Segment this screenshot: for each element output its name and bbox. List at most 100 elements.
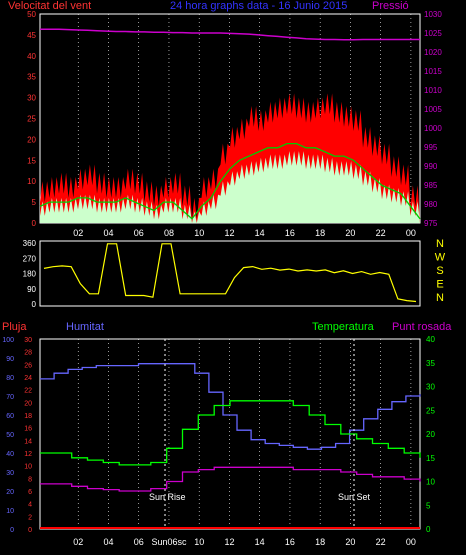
rain-tick-label: 24 xyxy=(24,375,32,382)
sunset-label: Sun Set xyxy=(338,492,371,502)
pressure-tick-label: 1010 xyxy=(424,86,442,95)
direction-series xyxy=(43,243,417,303)
rain-tick-label: 16 xyxy=(24,426,32,433)
rain-tick-label: 8 xyxy=(28,476,32,483)
sunrise-label: Sun Rise xyxy=(149,492,186,502)
rain-tick-label: 18 xyxy=(24,413,32,420)
wind-tick-label: 15 xyxy=(27,156,36,165)
direction-panel xyxy=(39,240,421,307)
temp-tick-label: 25 xyxy=(426,406,435,415)
time-tick-label: 10 xyxy=(194,228,204,238)
rain-tick-label: 0 xyxy=(28,527,32,534)
time-tick-label: 12 xyxy=(224,228,234,238)
wind-tick-label: 35 xyxy=(27,73,36,82)
time-tick-label: 04 xyxy=(103,228,113,238)
chart-title: 24 hora graphs data - 16 Junio 2015 xyxy=(170,0,347,12)
temp-tick-label: 0 xyxy=(426,525,431,534)
pressure-tick-label: 1020 xyxy=(424,48,442,57)
temp-tick-label: 5 xyxy=(426,501,431,510)
direction-tick-label: 180 xyxy=(23,270,37,279)
dewpoint-label: Punt rosada xyxy=(392,321,452,333)
compass-label: N xyxy=(436,238,444,250)
time-tick-label: 04 xyxy=(103,537,113,547)
humidity-tick-label: 60 xyxy=(6,413,14,420)
humidity-tick-label: 90 xyxy=(6,356,14,363)
temperature-label: Temperatura xyxy=(312,321,375,333)
wind-series xyxy=(39,28,421,224)
temperature-line xyxy=(40,400,421,466)
time-axis-bottom: 02 04 06 Sun06sc 10 12 14 16 18 20 22 00 xyxy=(73,537,416,547)
time-tick-label: 14 xyxy=(255,228,265,238)
temp-tick-label: 30 xyxy=(426,383,435,392)
wind-direction-line xyxy=(43,243,417,303)
time-tick-label: 12 xyxy=(224,537,234,547)
pressure-tick-label: 1015 xyxy=(424,67,442,76)
rain-tick-label: 22 xyxy=(24,388,32,395)
pressure-tick-label: 1000 xyxy=(424,124,442,133)
pressure-tick-label: 1005 xyxy=(424,105,442,114)
temp-tick-label: 35 xyxy=(426,359,435,368)
rain-tick-label: 20 xyxy=(24,400,32,407)
time-axis-top: 02 04 06 08 10 12 14 16 18 20 22 00 xyxy=(73,228,416,238)
humidity-tick-label: 80 xyxy=(6,375,14,382)
compass-label: S xyxy=(436,265,443,277)
wind-axis: 0 5 10 15 20 25 30 35 40 45 50 xyxy=(27,10,36,228)
pressure-tick-label: 1025 xyxy=(424,29,442,38)
time-tick-label: 20 xyxy=(345,228,355,238)
pressure-tick-label: 1030 xyxy=(424,10,442,19)
compass-label: N xyxy=(436,292,444,304)
direction-axis: 0 90 180 270 360 xyxy=(23,239,37,309)
pressure-tick-label: 980 xyxy=(424,200,438,209)
rain-tick-label: 10 xyxy=(24,464,32,471)
time-tick-label: 08 xyxy=(164,228,174,238)
wind-tick-label: 30 xyxy=(27,94,36,103)
direction-tick-label: 270 xyxy=(23,254,37,263)
wind-average-line xyxy=(39,142,421,220)
time-tick-label: 00 xyxy=(406,537,416,547)
dewpoint-line xyxy=(40,466,421,492)
time-tick-label: 16 xyxy=(285,228,295,238)
pressure-tick-label: 985 xyxy=(424,181,438,190)
wind-speed-area xyxy=(40,151,420,223)
direction-tick-label: 90 xyxy=(27,285,36,294)
rain-tick-label: 26 xyxy=(24,362,32,369)
time-tick-label: 18 xyxy=(315,228,325,238)
time-tick-label: 02 xyxy=(73,228,83,238)
humidity-tick-label: 70 xyxy=(6,394,14,401)
wind-tick-label: 40 xyxy=(27,52,36,61)
time-tick-label: 22 xyxy=(376,537,386,547)
humidity-tick-label: 40 xyxy=(6,451,14,458)
wind-tick-label: 20 xyxy=(27,135,36,144)
humidity-tick-label: 0 xyxy=(10,527,14,534)
wind-tick-label: 5 xyxy=(32,198,37,207)
rain-tick-label: 30 xyxy=(24,337,32,344)
wind-tick-label: 0 xyxy=(32,219,37,228)
wind-tick-label: 50 xyxy=(27,10,36,19)
pressure-tick-label: 975 xyxy=(424,219,438,228)
rain-tick-label: 6 xyxy=(28,489,32,496)
humidity-tick-label: 30 xyxy=(6,470,14,477)
pressure-axis: 975 980 985 990 995 1000 1005 1010 1015 1020 1025 1… xyxy=(424,10,442,228)
rain-tick-label: 12 xyxy=(24,451,32,458)
temp-axes: 0246810121416182022242628300102030405060… xyxy=(2,335,435,534)
compass-label: E xyxy=(436,279,443,291)
direction-tick-label: 360 xyxy=(23,239,37,248)
humidity-label: Humitat xyxy=(66,321,104,333)
time-tick-label: 16 xyxy=(285,537,295,547)
humidity-tick-label: 50 xyxy=(6,432,14,439)
time-tick-label: 02 xyxy=(73,537,83,547)
time-tick-label: Sun06sc xyxy=(151,537,187,547)
temp-tick-label: 20 xyxy=(426,430,435,439)
rain-tick-label: 14 xyxy=(24,438,32,445)
humidity-line xyxy=(40,363,421,450)
rain-label: Pluja xyxy=(2,321,27,333)
rain-tick-label: 2 xyxy=(28,514,32,521)
time-tick-label: 22 xyxy=(376,228,386,238)
humidity-tick-label: 100 xyxy=(2,337,14,344)
wind-tick-label: 45 xyxy=(27,31,36,40)
humidity-tick-label: 10 xyxy=(6,508,14,515)
time-tick-label: 00 xyxy=(406,228,416,238)
direction-tick-label: 0 xyxy=(32,300,37,309)
